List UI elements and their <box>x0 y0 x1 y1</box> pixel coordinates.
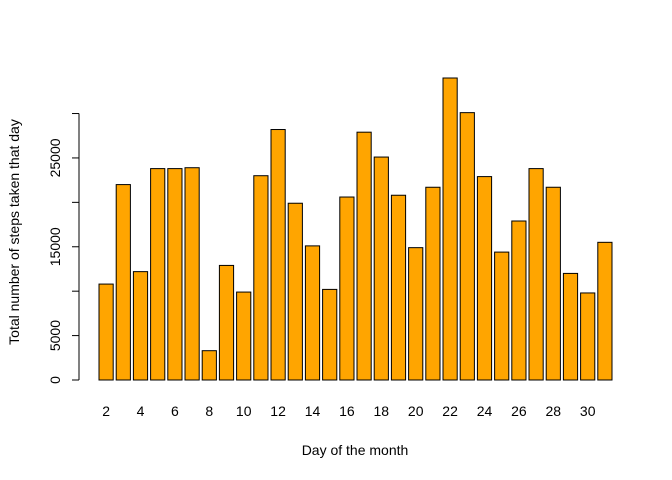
bar-day-25 <box>494 251 510 381</box>
y-axis: 0 5000 15000 25000 <box>47 113 80 384</box>
y-tick-label: 15000 <box>47 227 63 266</box>
bar-day-18 <box>373 156 389 381</box>
bar-day-22 <box>442 77 458 381</box>
y-tick-label: 5000 <box>47 320 63 351</box>
bar-day-2 <box>98 283 114 381</box>
bar-day-3 <box>115 184 131 381</box>
x-tick-label: 10 <box>236 403 252 419</box>
bar-day-10 <box>236 291 252 381</box>
bar-day-30 <box>580 292 596 381</box>
x-tick-label: 6 <box>171 403 179 419</box>
y-tick-label: 0 <box>47 376 63 384</box>
y-tick-label: 25000 <box>47 138 63 177</box>
y-axis-label: Total number of steps taken that day <box>6 119 22 345</box>
bars-group <box>98 77 613 381</box>
x-tick-label: 20 <box>408 403 424 419</box>
bar-day-13 <box>287 202 303 381</box>
bar-day-29 <box>562 272 579 381</box>
x-tick-label: 26 <box>511 403 527 419</box>
bar-day-7 <box>184 167 200 381</box>
x-tick-label: 22 <box>442 403 458 419</box>
bar-day-12 <box>270 129 286 381</box>
bar-day-31 <box>597 241 613 381</box>
bar-day-23 <box>459 112 475 381</box>
x-tick-label: 16 <box>339 403 355 419</box>
x-axis: 2 4 6 8 10 12 14 16 18 20 22 24 26 28 30 <box>102 403 595 419</box>
bar-day-17 <box>356 131 372 381</box>
bar-day-21 <box>425 186 441 381</box>
x-tick-label: 30 <box>580 403 596 419</box>
bar-day-4 <box>132 271 149 381</box>
bar-day-24 <box>476 176 493 381</box>
x-tick-label: 18 <box>374 403 390 419</box>
x-tick-label: 4 <box>137 403 145 419</box>
bar-day-26 <box>511 220 527 381</box>
bar-day-15 <box>322 288 338 381</box>
bar-day-9 <box>218 264 235 381</box>
x-tick-label: 14 <box>305 403 321 419</box>
x-axis-label: Day of the month <box>302 442 409 458</box>
bar-day-14 <box>304 245 321 381</box>
x-tick-label: 28 <box>546 403 562 419</box>
bar-day-27 <box>528 168 544 381</box>
bar-day-5 <box>150 168 166 381</box>
bar-day-20 <box>408 247 424 381</box>
bar-day-16 <box>339 196 355 381</box>
bar-day-6 <box>167 168 183 381</box>
bar-day-8 <box>201 350 217 381</box>
bar-day-19 <box>390 194 407 381</box>
x-tick-label: 2 <box>102 403 110 419</box>
x-tick-label: 12 <box>270 403 286 419</box>
bar-day-11 <box>253 175 269 381</box>
x-tick-label: 8 <box>205 403 213 419</box>
bar-day-28 <box>545 186 561 381</box>
x-tick-label: 24 <box>477 403 493 419</box>
